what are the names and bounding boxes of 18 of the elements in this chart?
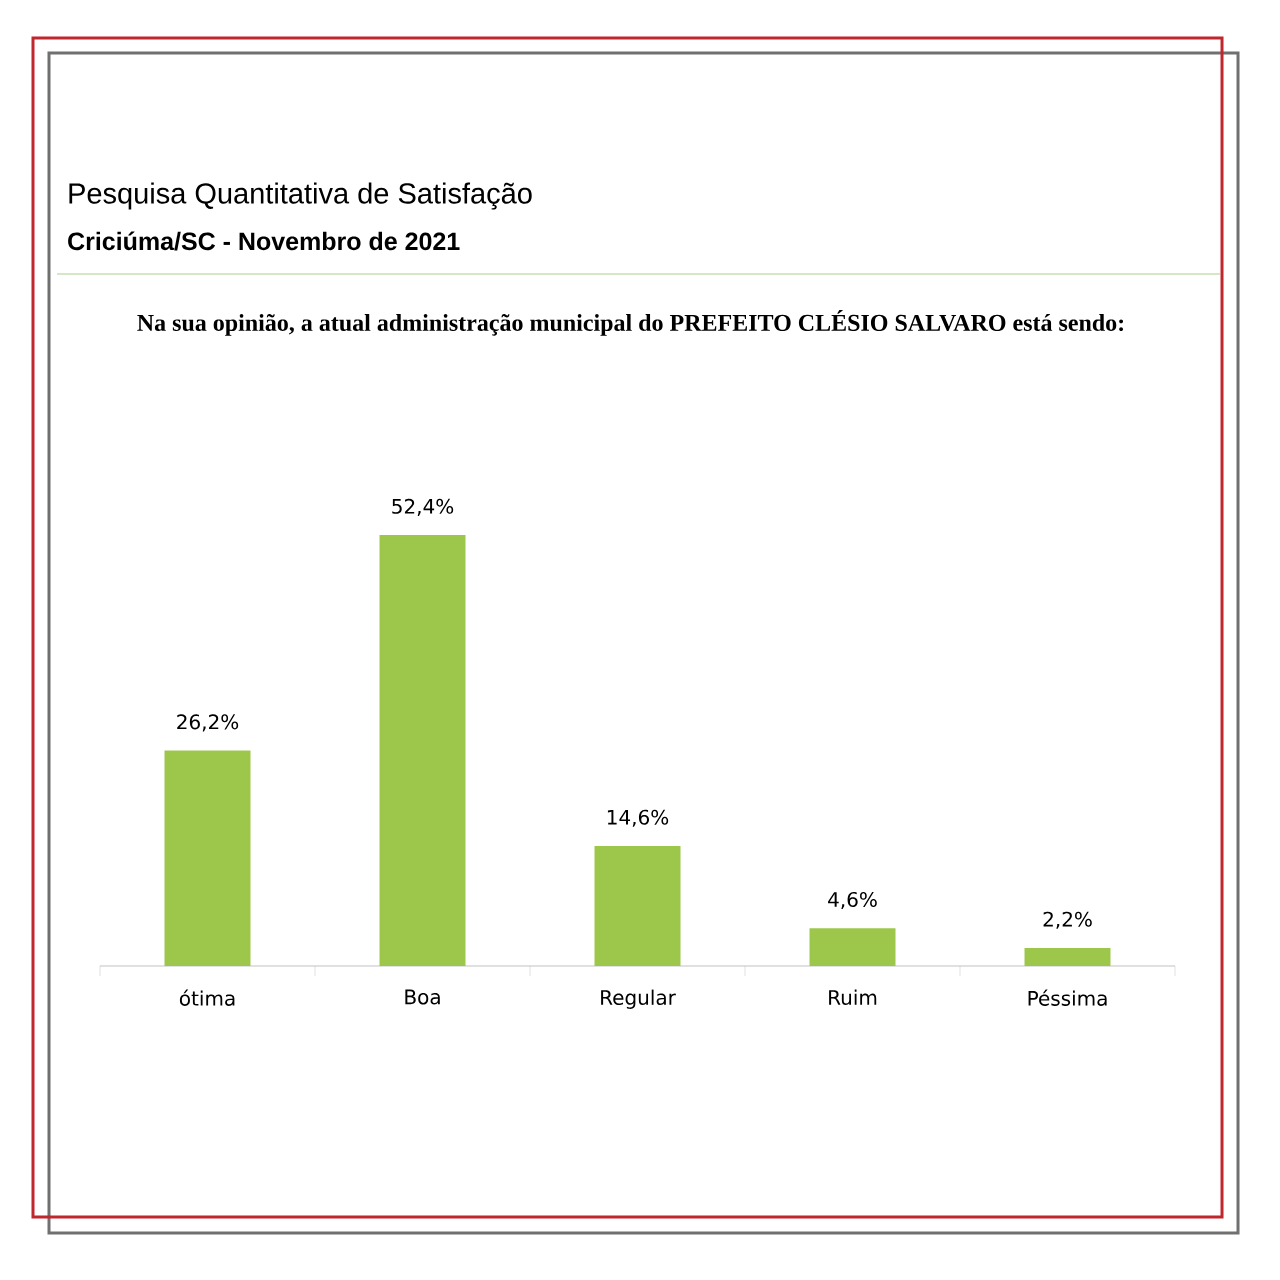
data-label: 52,4%	[392, 498, 454, 516]
x-tick-label: Regular	[601, 989, 676, 1009]
data-label: 14,6%	[607, 809, 669, 827]
bar	[1024, 947, 1111, 966]
x-tick-label: Boa	[405, 989, 440, 1005]
data-label: 26,2%	[177, 714, 239, 732]
bar	[594, 845, 681, 966]
bar	[379, 534, 466, 966]
x-tick-label: Péssima	[1028, 989, 1107, 1006]
chart-subtitle: Criciúma/SC - Novembro de 2021	[68, 231, 460, 251]
x-tick-label: ótima	[179, 989, 235, 1006]
chart-title: Pesquisa Quantitativa de Satisfação	[69, 182, 532, 210]
bar	[809, 928, 896, 966]
x-tick-label: Ruim	[829, 989, 877, 1006]
data-label: 4,6%	[828, 891, 877, 910]
text: Na sua opinião, a atual administração municipal do PREFEITO CLÉSIO SALVARO está sendo:	[137, 310, 1124, 336]
bar	[164, 750, 251, 966]
data-label: 2,2%	[1043, 911, 1092, 929]
